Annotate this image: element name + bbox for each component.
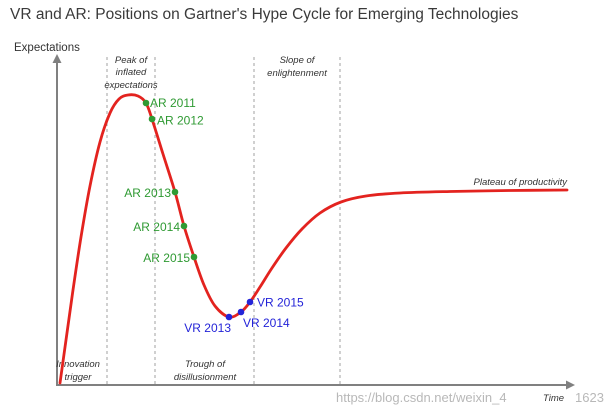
phase-label-innovation-trigger: Innovation trigger (56, 359, 100, 383)
phase-label-peak: Peak of inflated expectations (104, 55, 158, 91)
x-axis-label: Time (543, 393, 564, 404)
vr-point (225, 313, 233, 321)
vr-points: VR 2013 VR 2014 VR 2015 (184, 296, 304, 336)
ar-point (171, 188, 179, 196)
phase-dividers (106, 57, 341, 384)
axes (52, 54, 575, 390)
ar-point (180, 222, 188, 230)
phase-label-plateau: Plateau of productivity (474, 177, 569, 188)
vr-point-label: VR 2015 (257, 296, 304, 310)
phase-label-line: trigger (65, 372, 93, 383)
ar-point-label: AR 2015 (143, 251, 190, 265)
phase-label-line: Slope of (280, 55, 316, 66)
phase-label-line: Innovation (56, 359, 100, 370)
y-axis-label: Expectations (14, 42, 80, 54)
phase-label-line: enlightenment (267, 68, 327, 79)
page-title: VR and AR: Positions on Gartner's Hype C… (10, 6, 519, 23)
ar-point-label: AR 2014 (133, 220, 180, 234)
ar-point-label: AR 2011 (150, 96, 196, 110)
vr-point (237, 308, 245, 316)
vr-point-label: VR 2014 (243, 316, 290, 330)
x-axis-arrow-icon (566, 380, 575, 390)
phase-label-slope: Slope of enlightenment (267, 55, 327, 79)
ar-point (148, 115, 156, 123)
y-axis-arrow-icon (52, 54, 62, 63)
ar-point-label: AR 2013 (124, 186, 171, 200)
phase-label-line: expectations (104, 80, 158, 91)
watermark: https://blog.csdn.net/weixin_4 1623 (336, 390, 604, 405)
phase-label-line: Plateau of productivity (474, 177, 569, 188)
ar-point-label: AR 2012 (157, 114, 204, 128)
vr-point (246, 298, 254, 306)
phase-labels: Peak of inflated expectations Slope of e… (56, 55, 568, 383)
watermark-text: 1623 (575, 390, 604, 405)
phase-label-line: Peak of (115, 55, 149, 66)
hype-curve (58, 93, 569, 385)
phase-label-line: inflated (116, 67, 147, 78)
watermark-text: https://blog.csdn.net/weixin_4 (336, 390, 507, 405)
ar-point (190, 253, 198, 261)
ar-point (142, 99, 150, 107)
vr-point-label: VR 2013 (184, 321, 231, 335)
phase-label-trough: Trough of disillusionment (174, 359, 237, 383)
phase-label-line: disillusionment (174, 372, 237, 383)
phase-label-line: Trough of (185, 359, 226, 370)
ar-points: AR 2011 AR 2012 AR 2013 AR 2014 AR 2015 (124, 96, 204, 265)
